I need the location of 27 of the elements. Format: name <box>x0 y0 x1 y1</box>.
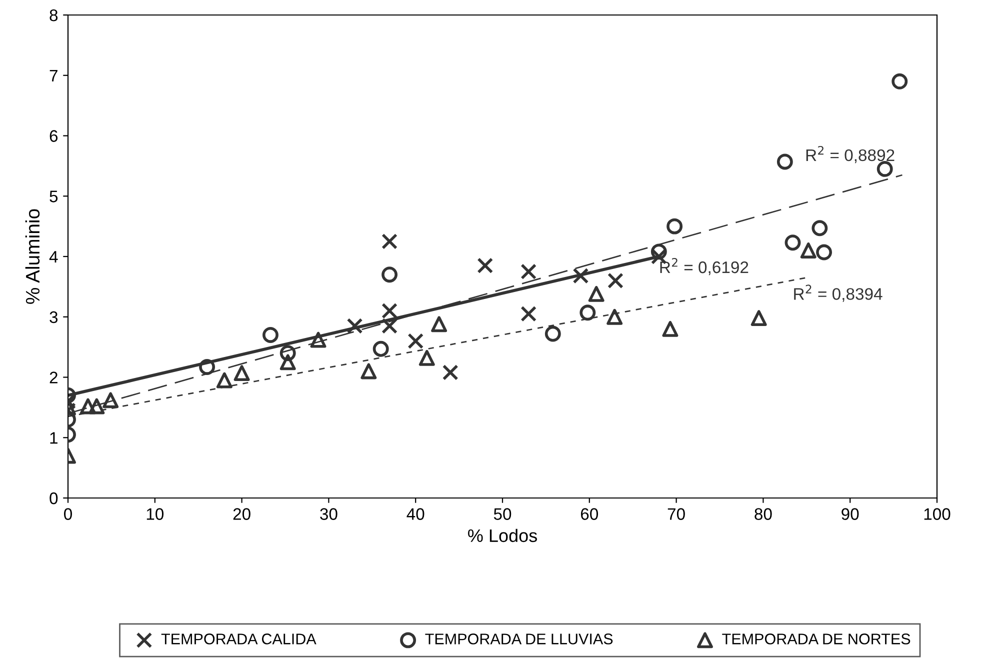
x-tick-label: 50 <box>494 508 512 520</box>
x-tick-label: 30 <box>320 508 338 520</box>
y-tick-label: 2 <box>50 372 58 384</box>
x-tick-label: 80 <box>754 508 772 520</box>
x-tick-label: 10 <box>146 508 164 520</box>
x-tick-label: 100 <box>924 508 950 520</box>
y-tick-label: 6 <box>50 130 58 142</box>
y-tick-label: 0 <box>50 492 58 504</box>
y-axis-title: % Aluminio <box>25 209 40 304</box>
x-tick-label: 90 <box>842 508 859 520</box>
y-tick-label: 7 <box>50 70 58 82</box>
x-tick-label: 40 <box>406 508 424 520</box>
x-tick-label: 70 <box>668 508 685 520</box>
legend-label: TEMPORADA DE NORTES <box>722 634 910 644</box>
legend-label: TEMPORADA CALIDA <box>161 634 316 644</box>
legend-label: TEMPORADA DE LLUVIAS <box>425 634 613 644</box>
y-tick-label: 1 <box>50 432 58 444</box>
x-axis-title: % Lodos <box>468 528 537 542</box>
x-tick-label: 0 <box>64 508 72 520</box>
y-tick-label: 8 <box>50 9 58 22</box>
y-tick-label: 5 <box>50 190 58 202</box>
x-tick-label: 20 <box>233 508 250 520</box>
y-tick-label: 3 <box>50 311 58 324</box>
y-tick-label: 4 <box>49 251 58 263</box>
annotation: R$^{2}$ = 0,8394 <box>794 284 882 302</box>
annotation: R$^{2}$ = 0,8892 <box>806 146 894 164</box>
x-tick-label: 60 <box>580 508 598 520</box>
